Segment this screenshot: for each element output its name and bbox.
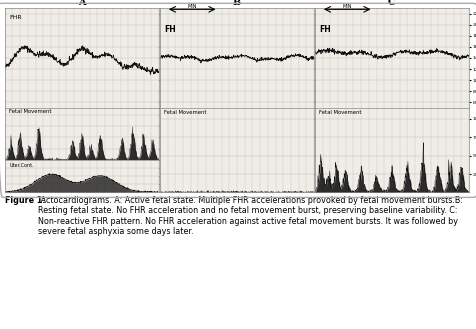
- Text: Fetal Movement: Fetal Movement: [10, 109, 52, 114]
- Text: FHR: FHR: [10, 15, 22, 20]
- Title: B: B: [232, 0, 240, 8]
- Title: A: A: [78, 0, 86, 8]
- Text: MIN: MIN: [342, 4, 351, 9]
- Text: Uter.Cont.: Uter.Cont.: [10, 163, 34, 168]
- Text: Fetal Movement: Fetal Movement: [164, 110, 207, 115]
- Text: Actocardiograms. A: Active fetal state. Multiple FHR accelerations provoked by f: Actocardiograms. A: Active fetal state. …: [39, 196, 463, 236]
- Title: C: C: [387, 0, 395, 8]
- Text: FH: FH: [164, 25, 176, 34]
- Text: Fetal Movement: Fetal Movement: [319, 110, 361, 115]
- Text: Figure 1:: Figure 1:: [5, 196, 45, 205]
- Text: FH: FH: [319, 25, 330, 34]
- Text: MIN: MIN: [187, 4, 197, 9]
